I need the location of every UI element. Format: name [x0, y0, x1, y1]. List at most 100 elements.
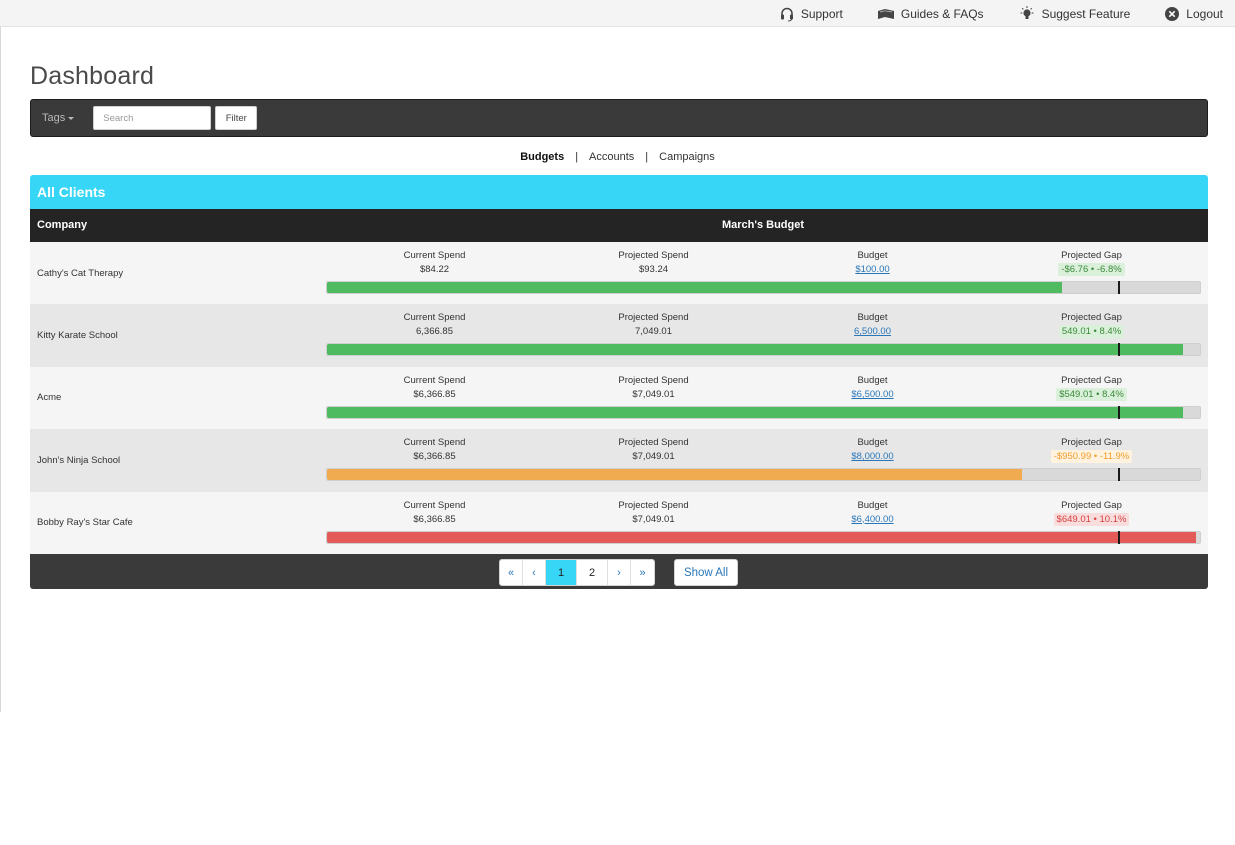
table-row[interactable]: John's Ninja School Current Spend $6,366.…	[30, 429, 1208, 492]
projected-gap-cell: Projected Gap 549.01 • 8.4%	[982, 311, 1201, 339]
company-name: Bobby Ray's Star Cafe	[37, 517, 133, 529]
current-spend-cell: Current Spend 6,366.85	[325, 311, 544, 339]
spend-progress-fill	[327, 282, 1063, 293]
budget-link[interactable]: 6,500.00	[854, 326, 891, 338]
guides-label: Guides & FAQs	[900, 6, 984, 21]
column-header-company: Company	[37, 219, 88, 231]
projected-spend-cell: Projected Spend 7,049.01	[544, 311, 763, 339]
projected-gap-badge: $549.01 • 8.4%	[1056, 387, 1127, 401]
support-label: Support	[800, 6, 843, 21]
next-page-button[interactable]: ›	[608, 560, 631, 585]
projected-gap-cell: Projected Gap $649.01 • 10.1%	[982, 499, 1201, 527]
view-separator: |	[575, 151, 579, 163]
projected-spend-value: $7,049.01	[632, 388, 675, 400]
projected-spend-cell: Projected Spend $7,049.01	[544, 374, 763, 402]
caret-down-icon	[68, 117, 75, 120]
projected-spend-value: $7,049.01	[632, 451, 675, 463]
current-spend-value: $6,366.85	[413, 388, 456, 400]
view-separator: |	[645, 151, 649, 163]
logout-link[interactable]: Logout	[1164, 6, 1223, 22]
budget-link[interactable]: $100.00	[855, 264, 890, 275]
suggest-feature-link[interactable]: Suggest Feature	[1018, 5, 1130, 23]
projected-gap-label: Projected Gap	[1061, 437, 1122, 449]
book-icon	[877, 7, 895, 21]
page-left-border	[0, 27, 1, 712]
current-spend-value: $6,366.85	[413, 451, 456, 463]
spend-progress-bar	[326, 468, 1201, 482]
projected-spend-label: Projected Spend	[618, 374, 689, 386]
last-page-button[interactable]: »	[639, 566, 646, 579]
projected-gap-badge: -$6.76 • -6.8%	[1058, 263, 1125, 276]
projected-spend-cell: Projected Spend $7,049.01	[544, 499, 763, 527]
column-header-budget: March's Budget	[721, 219, 805, 231]
spend-progress-bar	[326, 343, 1201, 357]
page-1-button[interactable]: 1	[546, 560, 577, 585]
projected-gap-cell: Projected Gap -$950.99 • -11.9%	[982, 436, 1201, 464]
budget-label: Budget	[857, 437, 888, 449]
pagination: « ‹ 1 2 › »	[499, 559, 655, 586]
table-row[interactable]: Acme Current Spend $6,366.85 Projected Sp…	[30, 366, 1208, 430]
current-spend-cell: Current Spend $6,366.85	[325, 374, 544, 402]
projected-gap-cell: Projected Gap $549.01 • 8.4%	[982, 374, 1201, 402]
tags-dropdown[interactable]: Tags	[42, 112, 75, 124]
support-link[interactable]: Support	[779, 6, 843, 22]
projected-gap-label: Projected Gap	[1061, 312, 1122, 324]
close-circle-icon	[1164, 6, 1180, 22]
current-spend-label: Current Spend	[403, 437, 466, 449]
budget-label: Budget	[857, 374, 888, 386]
current-spend-value: 6,366.85	[416, 326, 453, 338]
budget-link[interactable]: $6,500.00	[851, 388, 894, 400]
spend-progress-fill	[327, 406, 1183, 418]
top-nav: Support Guides & FAQs Suggest Feature Lo…	[779, 0, 1223, 27]
table-row[interactable]: Bobby Ray's Star Cafe Current Spend $6,36…	[30, 491, 1208, 554]
budget-cell: Budget $100.00	[763, 249, 982, 277]
page-2-button[interactable]: 2	[577, 560, 608, 585]
projected-spend-cell: Projected Spend $93.24	[544, 249, 763, 277]
panel-title: All Clients	[37, 184, 106, 200]
current-spend-label: Current Spend	[403, 312, 466, 324]
budget-link[interactable]: $6,400.00	[851, 513, 894, 525]
top-utility-bar: Support Guides & FAQs Suggest Feature Lo…	[0, 0, 1235, 27]
spend-progress-bar	[326, 530, 1201, 544]
budget-cell: Budget $6,500.00	[763, 374, 982, 402]
view-budgets-link[interactable]: Budgets	[520, 151, 565, 163]
view-campaigns-link[interactable]: Campaigns	[659, 151, 715, 163]
guides-link[interactable]: Guides & FAQs	[877, 7, 984, 21]
current-spend-label: Current Spend	[403, 374, 466, 386]
current-spend-value: $6,366.85	[413, 513, 456, 525]
budget-label: Budget	[857, 499, 888, 511]
show-all-button[interactable]: Show All	[674, 559, 738, 586]
budget-cell: Budget $6,400.00	[763, 499, 982, 527]
projected-gap-cell: Projected Gap -$6.76 • -6.8%	[982, 249, 1201, 277]
current-spend-value: $84.22	[419, 264, 450, 275]
projection-marker	[1117, 343, 1120, 357]
budget-link[interactable]: $8,000.00	[851, 451, 894, 463]
table-header: Company March's Budget	[30, 209, 1208, 242]
projected-gap-label: Projected Gap	[1061, 499, 1122, 511]
client-rows: Cathy's Cat Therapy Current Spend $84.22 …	[30, 242, 1208, 554]
search-input[interactable]	[93, 106, 212, 130]
first-page-button[interactable]: «	[500, 560, 523, 585]
table-row[interactable]: Kitty Karate School Current Spend 6,366.8…	[30, 304, 1208, 367]
projected-spend-value: $93.24	[638, 264, 669, 275]
company-name: Cathy's Cat Therapy	[37, 267, 124, 279]
filter-button[interactable]: Filter	[215, 106, 258, 130]
projection-marker	[1117, 281, 1120, 294]
projection-marker	[1117, 468, 1120, 482]
prev-page-button[interactable]: ‹	[523, 560, 546, 585]
budget-cell: Budget 6,500.00	[763, 311, 982, 339]
lightbulb-icon	[1018, 5, 1036, 23]
projected-gap-badge: $649.01 • 10.1%	[1053, 512, 1130, 526]
current-spend-cell: Current Spend $84.22	[325, 249, 544, 277]
logout-label: Logout	[1186, 6, 1223, 21]
table-row[interactable]: Cathy's Cat Therapy Current Spend $84.22 …	[30, 242, 1208, 305]
budget-label: Budget	[857, 312, 888, 324]
current-spend-cell: Current Spend $6,366.85	[325, 436, 544, 464]
budget-label: Budget	[857, 250, 888, 261]
spend-progress-fill	[327, 469, 1022, 481]
view-accounts-link[interactable]: Accounts	[589, 151, 635, 163]
projection-marker	[1117, 405, 1120, 419]
budget-cell: Budget $8,000.00	[763, 436, 982, 464]
spend-progress-fill	[327, 344, 1183, 356]
